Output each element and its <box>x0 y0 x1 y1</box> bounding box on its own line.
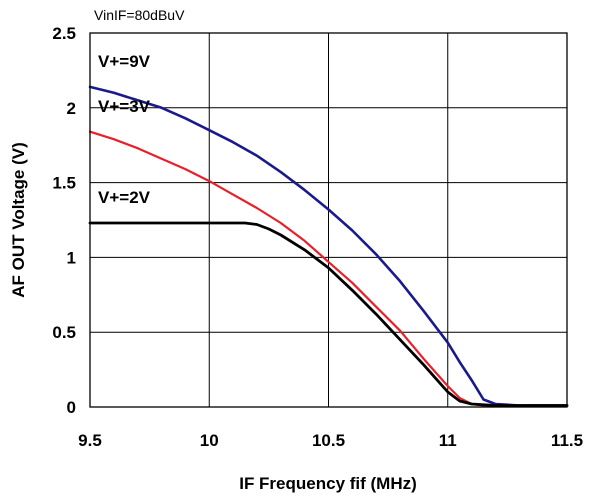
x-tick-label: 11.5 <box>551 431 583 450</box>
series-label-2: V+=2V <box>98 188 151 207</box>
y-tick-label: 0.5 <box>52 323 76 342</box>
x-axis-title: IF Frequency fif (MHz) <box>239 474 417 493</box>
y-axis-title: AF OUT Voltage (V) <box>9 142 28 298</box>
y-tick-label: 2.5 <box>52 24 76 43</box>
series-labels: V+=9V V+=3V V+=2V <box>98 52 151 207</box>
series-line-0 <box>88 85 569 407</box>
annotation-text: VinIF=80dBuV <box>94 7 185 23</box>
y-tick-label: 1.5 <box>52 174 76 193</box>
grid <box>89 32 568 408</box>
x-tick-label: 11 <box>439 431 457 450</box>
x-tick-label: 10 <box>200 431 219 450</box>
y-tick-label: 2 <box>67 99 76 118</box>
series-line-2 <box>88 221 569 407</box>
series-layer <box>88 85 569 407</box>
tick-labels: 9.5 10 10.5 11 11.500.511.522.5 <box>52 24 583 450</box>
plot-frame <box>89 32 568 408</box>
y-tick-label: 1 <box>67 248 76 267</box>
y-tick-label: 0 <box>67 398 76 417</box>
series-label-0: V+=9V <box>98 52 151 71</box>
x-tick-label: 10.5 <box>312 431 345 450</box>
x-tick-label: 9.5 <box>78 431 102 450</box>
series-label-1: V+=3V <box>98 97 151 116</box>
